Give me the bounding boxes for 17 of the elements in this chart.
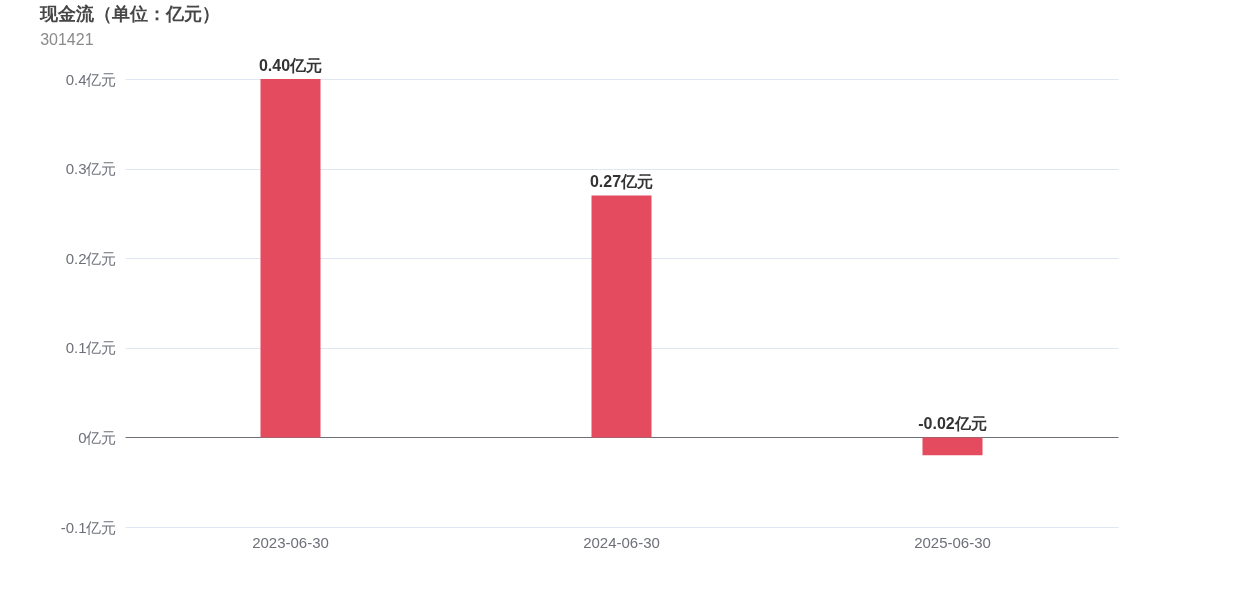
x-tick-label: 2024-06-30 [583, 533, 660, 551]
bar [260, 79, 321, 438]
x-tick-label: 2023-06-30 [252, 533, 329, 551]
data-label: 0.40亿元 [258, 57, 323, 74]
y-tick-label: -0.1亿元 [60, 518, 117, 536]
y-tick-label: 0亿元 [78, 428, 117, 446]
x-tick-label: 2025-06-30 [914, 533, 991, 551]
y-tick-label: 0.1亿元 [65, 339, 117, 357]
bar [922, 437, 983, 456]
chart-subtitle: 301421 [40, 31, 94, 48]
chart-title: 现金流（单位：亿元） [39, 4, 221, 24]
data-label: -0.02亿元 [918, 415, 987, 433]
y-tick-label: 0.4亿元 [65, 70, 117, 88]
bar [591, 195, 652, 438]
y-tick-label: 0.2亿元 [65, 249, 117, 267]
data-label: 0.27亿元 [589, 173, 654, 191]
y-tick-label: 0.3亿元 [65, 160, 117, 178]
